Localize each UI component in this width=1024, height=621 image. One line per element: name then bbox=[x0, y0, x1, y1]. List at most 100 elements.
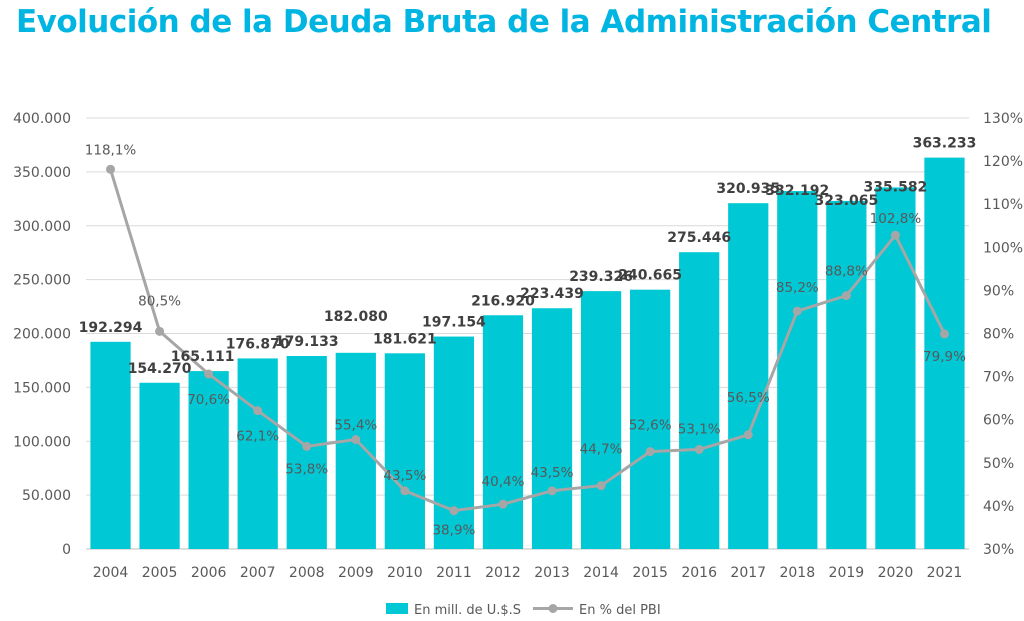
bar-value-label: 154.270 bbox=[128, 361, 192, 377]
y-left-tick-label: 150.000 bbox=[13, 380, 71, 396]
y-right-tick-label: 90% bbox=[983, 283, 1014, 299]
x-tick-label: 2009 bbox=[338, 565, 374, 581]
legend-bar-swatch bbox=[386, 603, 408, 614]
pbi-value-label: 44,7% bbox=[580, 442, 623, 458]
y-right-tick-label: 70% bbox=[983, 370, 1014, 386]
x-tick-label: 2020 bbox=[878, 565, 914, 581]
legend-bar-label: En mill. de U.$.S bbox=[414, 603, 521, 618]
pbi-point-2010 bbox=[400, 486, 410, 496]
y-right-tick-label: 40% bbox=[983, 499, 1014, 515]
bar-2009 bbox=[335, 352, 376, 549]
y-left-tick-label: 300.000 bbox=[13, 219, 71, 235]
bar-2010 bbox=[384, 353, 425, 549]
bar-value-label: 165.111 bbox=[171, 349, 235, 365]
bar-value-label: 332.192 bbox=[765, 183, 829, 199]
pbi-point-2008 bbox=[302, 441, 312, 451]
pbi-point-2006 bbox=[204, 369, 214, 379]
x-tick-label: 2015 bbox=[632, 565, 668, 581]
y-right-tick-label: 30% bbox=[983, 542, 1014, 558]
pbi-point-2015 bbox=[645, 447, 655, 457]
x-tick-label: 2006 bbox=[191, 565, 227, 581]
pbi-value-label: 55,4% bbox=[334, 418, 377, 434]
bar-2015 bbox=[630, 289, 671, 549]
pbi-value-label: 88,8% bbox=[825, 264, 868, 280]
y-left-tick-label: 400.000 bbox=[13, 111, 71, 127]
x-tick-label: 2012 bbox=[485, 565, 521, 581]
bar-value-label: 363.233 bbox=[913, 136, 977, 152]
bar-value-label: 240.665 bbox=[618, 268, 682, 284]
legend-line-marker bbox=[548, 604, 558, 613]
pbi-value-label: 70,6% bbox=[187, 392, 230, 408]
bar-2016 bbox=[679, 252, 720, 549]
x-tick-label: 2014 bbox=[583, 565, 619, 581]
x-tick-label: 2005 bbox=[142, 565, 178, 581]
bar-value-label: 179.133 bbox=[275, 334, 339, 350]
y-left-tick-label: 50.000 bbox=[22, 488, 71, 504]
bar-2004 bbox=[90, 341, 131, 549]
bar-value-label: 239.326 bbox=[569, 269, 633, 285]
pbi-point-2018 bbox=[792, 306, 802, 316]
pbi-value-label: 53,1% bbox=[678, 421, 721, 437]
pbi-value-label: 52,6% bbox=[629, 418, 672, 434]
x-tick-label: 2011 bbox=[436, 565, 472, 581]
y-right-tick-label: 60% bbox=[983, 413, 1014, 429]
pbi-point-2017 bbox=[743, 430, 753, 440]
y-left-tick-label: 0 bbox=[62, 542, 71, 558]
x-tick-label: 2021 bbox=[927, 565, 963, 581]
bar-2011 bbox=[433, 336, 475, 549]
pbi-value-label: 85,2% bbox=[776, 280, 819, 296]
bar-2017 bbox=[728, 203, 769, 549]
pbi-value-label: 118,1% bbox=[85, 142, 137, 158]
bar-2014 bbox=[580, 291, 622, 549]
bar-2012 bbox=[482, 315, 524, 549]
pbi-value-label: 102,8% bbox=[870, 211, 922, 227]
pbi-point-2009 bbox=[351, 435, 361, 445]
x-tick-label: 2013 bbox=[534, 565, 570, 581]
bar-value-label: 216.920 bbox=[471, 293, 535, 309]
y-left-tick-label: 200.000 bbox=[13, 327, 71, 343]
bar-value-label: 176.870 bbox=[226, 336, 290, 352]
pbi-point-2019 bbox=[841, 291, 851, 301]
y-right-tick-label: 110% bbox=[983, 197, 1023, 213]
x-tick-label: 2008 bbox=[289, 565, 325, 581]
bar-2021 bbox=[924, 157, 965, 549]
bar-value-label: 181.621 bbox=[373, 331, 437, 347]
bar-2020 bbox=[875, 187, 916, 549]
bar-value-label: 275.446 bbox=[667, 230, 731, 246]
bar-2018 bbox=[777, 191, 818, 550]
pbi-point-2005 bbox=[155, 326, 165, 336]
y-right-tick-label: 80% bbox=[983, 327, 1014, 343]
pbi-value-label: 79,9% bbox=[923, 349, 966, 365]
x-tick-label: 2019 bbox=[829, 565, 865, 581]
x-tick-label: 2004 bbox=[93, 565, 129, 581]
pbi-value-label: 43,5% bbox=[383, 468, 426, 484]
x-tick-label: 2007 bbox=[240, 565, 276, 581]
pbi-value-label: 56,5% bbox=[727, 390, 770, 406]
bar-value-label: 182.080 bbox=[324, 309, 388, 325]
pbi-series-line bbox=[109, 168, 946, 513]
legend-line-label: En % del PBI bbox=[579, 603, 661, 618]
pbi-value-label: 38,9% bbox=[432, 523, 475, 539]
pbi-value-label: 53,8% bbox=[285, 461, 328, 477]
y-left-tick-label: 250.000 bbox=[13, 273, 71, 289]
x-tick-label: 2016 bbox=[681, 565, 717, 581]
y-right-tick-label: 130% bbox=[983, 111, 1023, 127]
y-left-tick-label: 350.000 bbox=[13, 165, 71, 181]
bar-2005 bbox=[139, 382, 180, 549]
bar-2007 bbox=[237, 358, 278, 549]
pbi-value-label: 40,4% bbox=[482, 474, 525, 490]
pbi-value-label: 43,5% bbox=[531, 465, 574, 481]
bar-2008 bbox=[286, 355, 327, 549]
pbi-value-label: 62,1% bbox=[236, 429, 279, 445]
bar-2019 bbox=[826, 200, 867, 549]
chart-title: Evolución de la Deuda Bruta de la Admini… bbox=[16, 4, 992, 40]
bar-value-label: 192.294 bbox=[79, 320, 143, 336]
bar-value-label: 320.935 bbox=[716, 181, 780, 197]
x-tick-label: 2018 bbox=[779, 565, 815, 581]
pbi-point-2007 bbox=[253, 406, 263, 416]
y-right-tick-label: 50% bbox=[983, 456, 1014, 472]
pbi-point-2011 bbox=[449, 506, 459, 516]
bar-value-label: 335.582 bbox=[864, 179, 928, 195]
bar-value-label: 223.439 bbox=[520, 286, 584, 302]
